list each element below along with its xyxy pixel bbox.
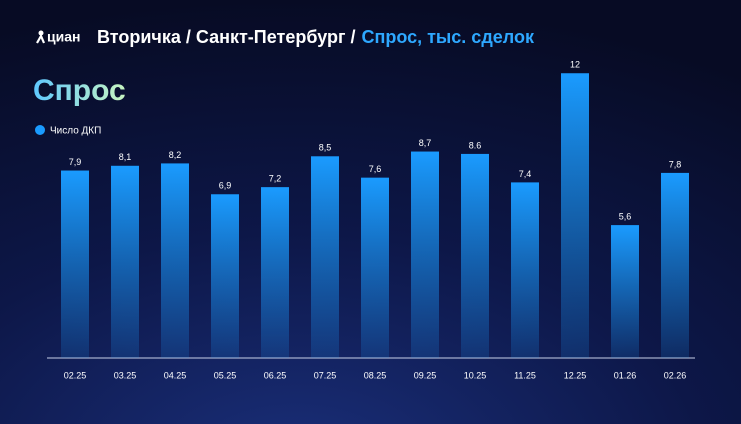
legend-marker (35, 125, 45, 135)
bar (161, 163, 189, 358)
brand: циан (47, 29, 80, 45)
value-label: 8,1 (119, 152, 132, 162)
value-label: 6,9 (219, 181, 232, 191)
value-label: 7,9 (69, 157, 82, 167)
x-tick-label: 02.25 (64, 370, 87, 380)
value-label: 7,8 (669, 159, 682, 169)
x-tick-label: 02.26 (664, 370, 687, 380)
value-label: 8,2 (169, 150, 182, 160)
bar (211, 194, 239, 358)
x-tick-label: 11.25 (514, 370, 536, 380)
bar (261, 187, 289, 358)
bar (611, 225, 639, 358)
x-tick-label: 10.25 (464, 370, 487, 380)
x-tick-label: 05.25 (214, 370, 237, 380)
x-tick-label: 03.25 (114, 370, 137, 380)
logo-icon (36, 33, 46, 44)
value-label: 8.6 (469, 140, 482, 150)
value-label: 7,6 (369, 164, 382, 174)
value-label: 5,6 (619, 211, 632, 221)
bar (111, 165, 139, 358)
x-tick-label: 07.25 (314, 370, 337, 380)
x-tick-label: 12.25 (564, 370, 587, 380)
bar (411, 151, 439, 358)
chart-subtitle: Спрос, тыс. сделок (361, 27, 534, 47)
logo-icon (38, 30, 44, 36)
bar (561, 73, 589, 358)
x-tick-label: 04.25 (164, 370, 187, 380)
value-label: 8,7 (419, 138, 432, 148)
value-label: 7,2 (269, 174, 282, 184)
logo (36, 30, 46, 44)
bar (661, 172, 689, 358)
x-tick-label: 08.25 (364, 370, 387, 380)
bar (311, 156, 339, 358)
bar (361, 177, 389, 358)
chart-title: Вторичка / Санкт-Петербург / (97, 27, 355, 47)
legend-label: Число ДКП (50, 126, 101, 137)
x-tick-label: 01.26 (614, 370, 637, 380)
value-label: 12 (570, 60, 580, 70)
x-tick-label: 09.25 (414, 370, 437, 380)
value-label: 8,5 (319, 143, 332, 153)
bar (61, 170, 89, 358)
bar (461, 153, 489, 358)
x-tick-label: 06.25 (264, 370, 287, 380)
heading: Спрос (33, 74, 126, 107)
value-label: 7,4 (519, 169, 532, 179)
bar (511, 182, 539, 358)
